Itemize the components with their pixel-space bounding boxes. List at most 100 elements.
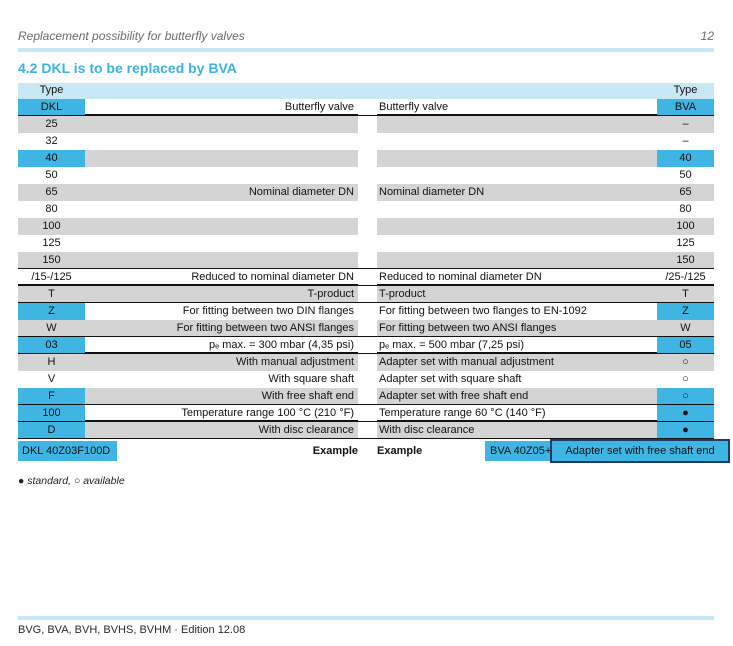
- bva-code-cell: ●: [657, 405, 714, 421]
- example-row: DKL 40Z03F100D Example Example BVA 40Z05…: [18, 439, 730, 463]
- section-title: 4.2 DKL is to be replaced by BVA: [18, 60, 237, 76]
- table-row: 100 100: [18, 218, 714, 235]
- dkl-description-cell: Nominal diameter DN: [85, 184, 358, 201]
- table-row: H With manual adjustment Adapter set wit…: [18, 354, 714, 371]
- table-row: 150 150: [18, 252, 714, 269]
- table-row: 125 125: [18, 235, 714, 252]
- bva-description-cell: Nominal diameter DN: [377, 184, 657, 201]
- dkl-description-cell: With disc clearance: [85, 422, 358, 438]
- dkl-code-cell: 65: [18, 184, 85, 201]
- dkl-description-cell: With square shaft: [268, 373, 354, 385]
- table-row: T T-product T-product T: [18, 286, 714, 303]
- bva-code-cell: ●: [657, 422, 714, 438]
- dkl-description-cell: Reduced to nominal diameter DN: [191, 271, 354, 283]
- dkl-code-cell: 32: [45, 135, 58, 147]
- dkl-description-cell: [85, 167, 358, 184]
- table-row: /15-/125 Reduced to nominal diameter DN …: [18, 269, 714, 286]
- header-divider: [18, 48, 714, 52]
- bva-description-cell: Adapter set with square shaft: [379, 373, 522, 385]
- bva-code-cell: –: [682, 135, 689, 147]
- dkl-code-cell: V: [47, 373, 56, 385]
- table-row: 40 40: [18, 150, 714, 167]
- dkl-example-code: DKL 40Z03F100D: [18, 441, 117, 461]
- bva-description-cell: [377, 252, 657, 268]
- bva-code-cell: 80: [679, 203, 692, 215]
- table-row: 25 –: [18, 116, 714, 133]
- dkl-code-cell: 100: [18, 218, 85, 235]
- dkl-code-cell: 03: [18, 337, 85, 353]
- bva-description-cell: Adapter set with manual adjustment: [377, 354, 657, 371]
- bva-code-cell: 150: [657, 252, 714, 268]
- bva-code-cell: /25-/125: [665, 271, 706, 283]
- bva-description-cell: For fitting between two flanges to EN-10…: [379, 305, 587, 317]
- dkl-code-cell: Z: [18, 303, 85, 320]
- bva-code-cell: W: [657, 320, 714, 336]
- dkl-description-cell: [85, 252, 358, 268]
- bva-description-cell: [377, 150, 657, 167]
- replacement-table: Type Type DKL Butterfly valve Butterfly …: [18, 83, 730, 463]
- bva-description-cell: Temperature range 60 °C (140 °F): [379, 407, 546, 419]
- table-row: F With free shaft end Adapter set with f…: [18, 388, 714, 405]
- bva-code-cell: ○: [657, 388, 714, 404]
- dkl-code-cell: W: [18, 320, 85, 336]
- dkl-description-cell: [85, 235, 358, 252]
- dkl-code-cell: /15-/125: [31, 271, 72, 283]
- dkl-description-cell: [85, 201, 358, 218]
- bva-header-cell: BVA: [657, 99, 714, 115]
- bva-code-cell: 50: [679, 169, 692, 181]
- dkl-code-cell: F: [18, 388, 85, 404]
- table-row: 80 80: [18, 201, 714, 218]
- bva-code-cell: 65: [657, 184, 714, 201]
- dkl-description-cell: Temperature range 100 °C (210 °F): [181, 407, 354, 419]
- table-row: 100 Temperature range 100 °C (210 °F) Te…: [18, 405, 714, 422]
- dkl-code-cell: T: [18, 286, 85, 302]
- example-label-bva: Example: [377, 445, 423, 457]
- bva-description-cell: [377, 235, 657, 252]
- example-label-dkl: Example: [312, 445, 358, 457]
- table-type-header-row: Type Type: [18, 83, 714, 99]
- header-title: Replacement possibility for butterfly va…: [18, 29, 245, 43]
- dkl-code-cell: 50: [45, 169, 58, 181]
- dkl-description-cell: For fitting between two ANSI flanges: [85, 320, 358, 336]
- footer-text: BVG, BVA, BVH, BVHS, BVHM · Edition 12.0…: [18, 624, 246, 636]
- dkl-code-cell: 40: [18, 150, 85, 167]
- table-row: 03 pₑ max. = 300 mbar (4,35 psi) pₑ max.…: [18, 337, 714, 354]
- bva-code-cell: –: [657, 116, 714, 133]
- table-row: V With square shaft Adapter set with squ…: [18, 371, 714, 388]
- dkl-description-cell: With free shaft end: [85, 388, 358, 404]
- page-number: 12: [700, 29, 714, 43]
- bva-description-cell: Adapter set with free shaft end: [377, 388, 657, 404]
- page-header: Replacement possibility for butterfly va…: [18, 29, 714, 43]
- bva-description-cell: [377, 201, 657, 218]
- bva-code-cell: 40: [657, 150, 714, 167]
- type-label-left: Type: [39, 84, 64, 96]
- table-column-header-row: DKL Butterfly valve Butterfly valve BVA: [18, 99, 714, 116]
- bva-description-cell: With disc clearance: [377, 422, 657, 438]
- dkl-code-cell: 125: [42, 237, 61, 249]
- dkl-code-cell: H: [18, 354, 85, 371]
- dkl-description-cell: With manual adjustment: [85, 354, 358, 371]
- table-row: D With disc clearance With disc clearanc…: [18, 422, 714, 439]
- bva-description-cell: T-product: [377, 286, 657, 302]
- bva-code-cell: ○: [657, 354, 714, 371]
- bva-description-cell: [377, 116, 657, 133]
- bva-description-header: Butterfly valve: [379, 101, 449, 113]
- bva-description-cell: For fitting between two ANSI flanges: [377, 320, 657, 336]
- bva-code-cell: 125: [676, 237, 695, 249]
- dkl-description-cell: T-product: [85, 286, 358, 302]
- dkl-description-cell: [85, 116, 358, 133]
- dkl-code-cell: 150: [18, 252, 85, 268]
- dkl-description-cell: [85, 150, 358, 167]
- dkl-header-cell: DKL: [18, 99, 85, 115]
- table-row: W For fitting between two ANSI flanges F…: [18, 320, 714, 337]
- bva-description-cell: Reduced to nominal diameter DN: [379, 271, 542, 283]
- bva-code-cell: Z: [657, 303, 714, 320]
- table-row: 50 50: [18, 167, 714, 184]
- bva-description-cell: [377, 218, 657, 235]
- table-row: 65 Nominal diameter DN Nominal diameter …: [18, 184, 714, 201]
- dkl-description-header: Butterfly valve: [284, 101, 354, 113]
- bva-description-cell: [377, 167, 657, 184]
- type-label-right: Type: [673, 84, 698, 96]
- table-row: Z For fitting between two DIN flanges Fo…: [18, 303, 714, 320]
- bva-example-code: BVA 40Z05+: [485, 441, 555, 461]
